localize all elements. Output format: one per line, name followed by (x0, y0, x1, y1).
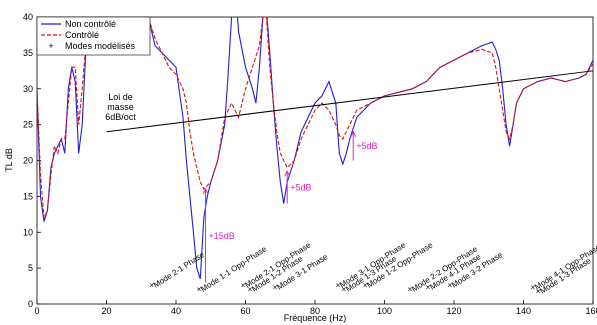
mode-marker: × (531, 283, 536, 292)
legend-label: Modes modélisés (65, 41, 136, 51)
gain-label: +5dB (356, 141, 377, 151)
x-tick-label: 120 (446, 306, 461, 316)
legend-label: Contrôlé (65, 30, 99, 40)
y-tick-label: 25 (23, 120, 33, 130)
x-tick-label: 140 (516, 306, 531, 316)
series-line (37, 17, 593, 220)
legend-marker: + (48, 41, 53, 51)
x-tick-label: 100 (377, 306, 392, 316)
legend-box (36, 16, 151, 56)
y-tick-label: 5 (28, 263, 33, 273)
arrow-head (350, 130, 357, 138)
y-tick-label: 20 (23, 156, 33, 166)
mass-law-label: Loi de masse 6dB/oct (105, 92, 136, 122)
mode-marker: × (273, 283, 278, 292)
mode-marker: × (408, 285, 413, 294)
y-tick-label: 10 (23, 227, 33, 237)
y-tick-label: 15 (23, 191, 33, 201)
y-tick-label: 35 (23, 48, 33, 58)
mode-marker: × (447, 281, 452, 290)
gain-label: +15dB (209, 231, 235, 241)
y-tick-label: 40 (23, 12, 33, 22)
mode-marker: × (342, 285, 347, 294)
mode-marker: × (363, 281, 368, 290)
mode-marker: × (197, 285, 202, 294)
y-axis-label: TL dB (4, 148, 14, 172)
mode-marker: × (536, 287, 541, 296)
arrow-head (202, 188, 209, 195)
mode-label: Mode 2-1 Phase (152, 250, 207, 290)
x-tick-label: 40 (171, 306, 181, 316)
x-tick-label: 0 (34, 306, 39, 316)
mode-marker: × (241, 281, 246, 290)
x-tick-label: 20 (101, 306, 111, 316)
mass-law-line (106, 70, 594, 133)
x-tick-label: 160 (585, 306, 597, 316)
mode-marker: × (149, 281, 154, 290)
gain-label: +5dB (290, 182, 311, 192)
y-tick-label: 0 (28, 299, 33, 309)
legend-label: Non contrôlé (65, 19, 116, 29)
y-tick-label: 30 (23, 84, 33, 94)
mode-marker: × (248, 285, 253, 294)
x-tick-label: 80 (310, 306, 320, 316)
mode-marker: × (336, 281, 341, 290)
x-axis-label: Fréquence (Hz) (284, 313, 347, 323)
x-tick-label: 60 (240, 306, 250, 316)
mode-marker: × (426, 283, 431, 292)
arrow-head (284, 170, 291, 177)
